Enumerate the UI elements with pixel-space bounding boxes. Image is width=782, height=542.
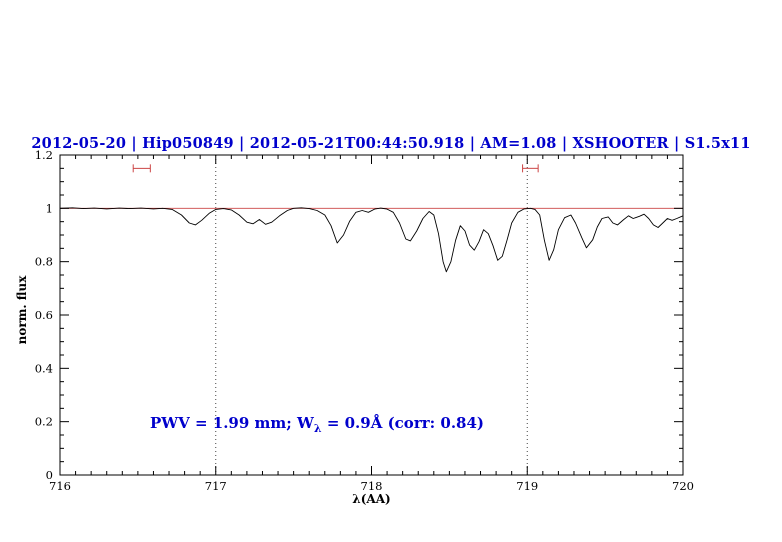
pwv-annotation: PWV = 1.99 mm; Wλ = 0.9Å (corr: 0.84) [150,414,484,435]
annotation-suffix: = 0.9Å (corr: 0.84) [321,414,485,432]
annotation-lambda-sub: λ [313,422,322,435]
annotation-prefix: PWV = 1.99 mm; W [150,414,314,432]
y-tick-label: 1 [46,201,53,215]
spectrum-line [59,207,684,273]
y-tick-label: 0 [46,468,53,482]
y-tick-label: 0.8 [35,255,53,269]
plot-title: 2012-05-20 | Hip050849 | 2012-05-21T00:4… [31,135,751,152]
x-tick-label: 718 [361,479,383,493]
y-tick-label: 0.2 [35,415,53,429]
y-tick-label: 0.4 [35,361,53,375]
y-tick-label: 1.2 [35,148,53,162]
x-tick-label: 720 [672,479,694,493]
x-tick-label: 717 [205,479,227,493]
x-tick-label: 719 [516,479,538,493]
x-axis-label: λ(AA) [352,492,391,506]
y-tick-label: 0.6 [35,308,53,322]
x-tick-label: 716 [49,479,71,493]
